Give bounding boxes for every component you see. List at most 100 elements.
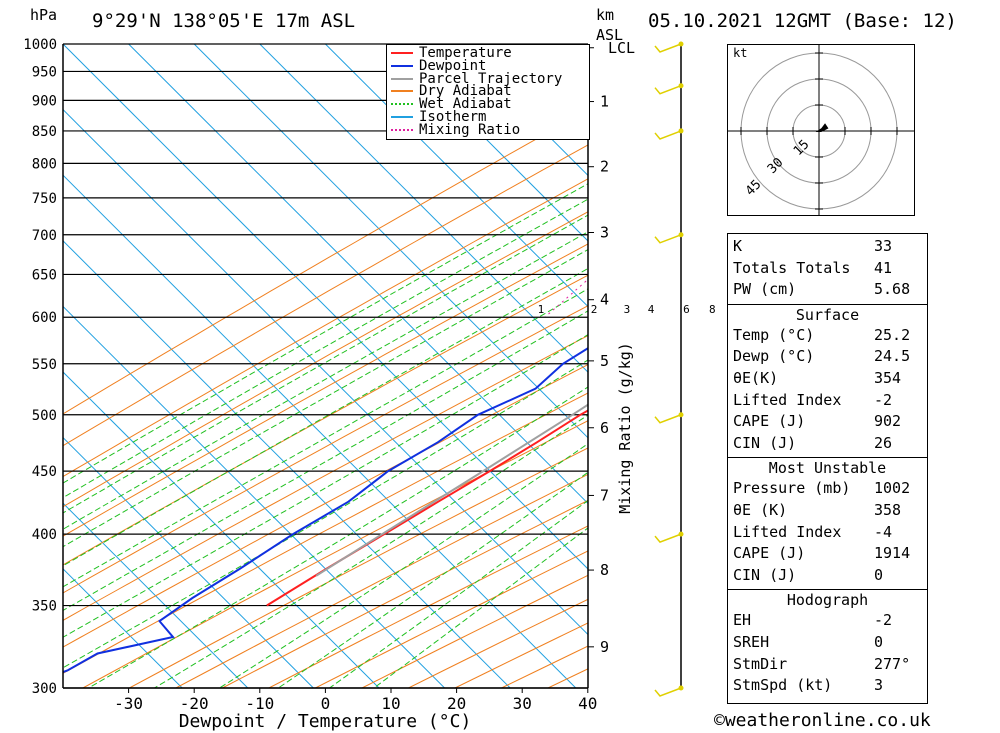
most-unstable-row: θE (K) 358: [728, 500, 927, 521]
row-value: 3: [874, 676, 884, 695]
dry-adiabat-line: [63, 144, 588, 447]
mixing-ratio-label: 4: [648, 303, 655, 316]
isotherm-line: [63, 44, 588, 570]
legend-item: Mixing Ratio: [391, 123, 520, 137]
isotherm-line: [63, 568, 183, 688]
row-label: Pressure (mb): [733, 479, 851, 498]
row-label: θE(K): [733, 369, 779, 387]
row-label: StmSpd (kt): [733, 676, 833, 695]
wind-barb: [654, 130, 682, 140]
row-value: 26: [874, 433, 893, 452]
pressure-tick-label: 600: [32, 310, 57, 326]
legend-item: Wet Adiabat: [391, 96, 512, 113]
wind-barb: [654, 414, 682, 424]
legend-label: Isotherm: [419, 109, 487, 125]
isotherm-line: [390, 44, 588, 242]
km-tick-label: 4: [600, 291, 609, 309]
row-value: 354: [874, 369, 902, 387]
row-label: Totals Totals: [733, 258, 851, 277]
dry-adiabat-line: [129, 447, 588, 688]
isotherm-line: [325, 44, 588, 308]
hodograph-row: EH -2: [728, 610, 927, 631]
dry-adiabat-line: [63, 364, 588, 648]
surface-row: CAPE (J) 902: [728, 411, 927, 432]
x-tick-label: 30: [513, 694, 532, 713]
isotherm-line: [63, 436, 314, 688]
row-label: SREH: [733, 633, 770, 651]
series-dewpoint: [63, 347, 588, 674]
row-label: StmDir: [733, 654, 788, 673]
mixing-ratio-label: 1: [538, 303, 545, 316]
most-unstable-row: Pressure (mb) 1002: [728, 478, 927, 499]
dry-adiabat-line: [82, 420, 588, 688]
wet-adiabat-line: [63, 183, 588, 484]
x-tick-label: 40: [578, 694, 597, 713]
series-temperature: [266, 409, 588, 607]
hodo-ring-label: 15: [791, 137, 813, 159]
legend-label: Parcel Trajectory: [419, 70, 563, 87]
location-title: 9°29'N 138°05'E 17m ASL: [92, 10, 356, 32]
legend-swatch: [391, 52, 413, 54]
mixing-ratio-label: 2: [591, 303, 598, 316]
km-tick-label: 1: [600, 93, 609, 111]
row-label: CAPE (J): [733, 544, 806, 563]
most-unstable-row: Lifted Index -4: [728, 522, 927, 543]
km-tick-label: 7: [600, 486, 609, 504]
dry-adiabat-line: [63, 305, 588, 594]
row-label: Lifted Index: [733, 390, 842, 409]
wet-adiabat-line: [63, 334, 588, 638]
legend-label: Temperature: [419, 45, 512, 61]
km-tick-label: LCL: [608, 39, 635, 57]
wet-adiabat-line: [88, 386, 588, 688]
row-label: EH: [733, 611, 752, 630]
legend-label: Dry Adiabat: [419, 83, 512, 100]
wet-adiabat-line: [63, 214, 588, 514]
row-label: K: [733, 237, 743, 255]
pressure-tick-label: 400: [32, 527, 57, 543]
hodograph-unit: kt: [733, 46, 748, 60]
row-value: -4: [874, 522, 893, 541]
km-tick-label: 9: [600, 638, 609, 656]
surface-row: Temp (°C) 25.2: [728, 325, 927, 346]
dry-adiabat-line: [222, 499, 588, 688]
legend-label: Wet Adiabat: [419, 96, 512, 113]
isotherm-line: [63, 502, 249, 688]
isotherm-line: [259, 44, 588, 373]
row-label: CAPE (J): [733, 412, 806, 431]
pressure-tick-label: 700: [32, 228, 57, 244]
row-label: Lifted Index: [733, 522, 842, 541]
wet-adiabat-line: [278, 471, 588, 688]
legend-item: Parcel Trajectory: [391, 70, 563, 87]
indices-table: K 33 Totals Totals 41 PW (cm) 5.68 Surface Temp…: [727, 233, 928, 704]
mixing-ratio-label: 6: [683, 303, 690, 316]
km-tick-label: 5: [600, 352, 609, 370]
right-unit-asl: ASL: [596, 26, 624, 44]
hodograph-row: SREH 0: [728, 632, 927, 653]
isotherm-line: [456, 44, 588, 177]
x-tick-label: 20: [447, 694, 466, 713]
row-value: 902: [874, 412, 902, 431]
pressure-tick-label: 450: [32, 464, 57, 480]
hodograph-rings: 15 30 45: [728, 45, 914, 215]
wind-barb: [654, 533, 682, 544]
row-value: 1914: [874, 544, 911, 563]
left-unit-label: hPa: [30, 6, 58, 24]
pressure-tick-label: 500: [32, 408, 57, 424]
row-value: 41: [874, 258, 893, 277]
legend: Temperature Dewpoint Parcel Trajectory Dry …: [386, 44, 590, 140]
most-unstable-row: CAPE (J) 1914: [728, 543, 927, 564]
surface-row: Lifted Index -2: [728, 390, 927, 411]
wet-adiabat-line: [63, 359, 588, 669]
row-label: θE (K): [733, 501, 788, 519]
index-row: Totals Totals 41: [728, 258, 927, 279]
row-value: 277°: [874, 654, 911, 673]
hodograph-row: StmSpd (kt) 3: [728, 675, 927, 696]
legend-swatch: [391, 116, 413, 118]
mixing-ratio-label: 8: [709, 303, 716, 316]
hodo-ring-label: 30: [765, 155, 787, 177]
dry-adiabat-line: [63, 392, 588, 674]
legend-swatch: [391, 77, 413, 80]
wind-barb: [654, 234, 682, 244]
dry-adiabat-line: [63, 334, 588, 621]
right-unit-km: km: [596, 6, 615, 24]
